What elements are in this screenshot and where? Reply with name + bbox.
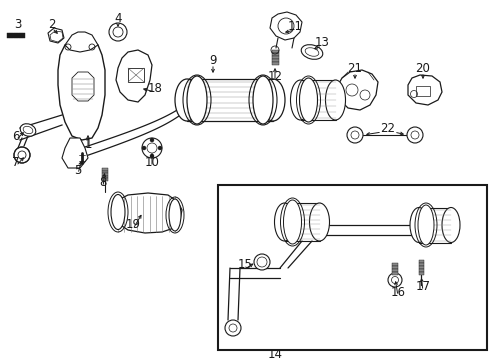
Text: 11: 11: [288, 19, 302, 32]
Ellipse shape: [175, 79, 199, 121]
Bar: [272, 56, 279, 59]
Bar: [272, 62, 279, 65]
Text: 14: 14: [268, 347, 283, 360]
Polygon shape: [116, 50, 152, 102]
Ellipse shape: [187, 76, 207, 124]
Bar: [392, 266, 398, 269]
Text: 19: 19: [125, 219, 141, 231]
Ellipse shape: [442, 207, 460, 243]
Text: 15: 15: [238, 258, 252, 271]
Circle shape: [407, 127, 423, 143]
Ellipse shape: [325, 80, 345, 120]
Text: 20: 20: [416, 62, 430, 75]
Bar: [272, 53, 279, 56]
Circle shape: [14, 147, 30, 163]
Bar: [12, 33, 15, 38]
Bar: [187, 79, 273, 121]
Text: 18: 18: [147, 81, 163, 94]
Text: 9: 9: [209, 54, 217, 67]
Bar: [7, 33, 9, 38]
Bar: [9, 33, 12, 38]
Ellipse shape: [253, 76, 273, 124]
Text: 1: 1: [84, 138, 92, 150]
Bar: [419, 207, 451, 243]
Polygon shape: [65, 32, 98, 52]
Ellipse shape: [274, 203, 294, 241]
Bar: [17, 33, 20, 38]
Ellipse shape: [301, 45, 323, 59]
Text: 6: 6: [12, 130, 20, 143]
Bar: [285, 203, 319, 241]
Text: 5: 5: [74, 163, 82, 176]
Bar: [392, 272, 398, 275]
Ellipse shape: [261, 79, 285, 121]
Bar: [272, 59, 279, 62]
Bar: [416, 86, 430, 96]
Text: 17: 17: [416, 280, 431, 293]
Polygon shape: [58, 40, 105, 140]
Circle shape: [142, 138, 162, 158]
Ellipse shape: [310, 203, 329, 241]
Bar: [20, 33, 22, 38]
Ellipse shape: [291, 80, 311, 120]
Ellipse shape: [418, 205, 434, 245]
Bar: [218, 185, 487, 350]
Circle shape: [142, 146, 146, 150]
Bar: [22, 33, 25, 38]
Polygon shape: [112, 193, 182, 233]
Polygon shape: [270, 12, 302, 40]
Bar: [102, 175, 108, 178]
Circle shape: [388, 273, 402, 287]
Ellipse shape: [111, 194, 125, 230]
Text: 7: 7: [12, 156, 20, 168]
Text: 4: 4: [114, 12, 122, 24]
Text: 12: 12: [268, 71, 283, 84]
Circle shape: [254, 254, 270, 270]
Polygon shape: [337, 70, 378, 110]
Bar: [102, 168, 108, 171]
Ellipse shape: [410, 207, 428, 243]
Bar: [419, 263, 424, 266]
Bar: [419, 269, 424, 272]
Text: 8: 8: [99, 176, 107, 189]
Bar: [392, 263, 398, 266]
Text: 2: 2: [48, 18, 56, 31]
Text: 16: 16: [391, 285, 406, 298]
Circle shape: [347, 127, 363, 143]
Circle shape: [150, 154, 154, 158]
Text: 21: 21: [347, 62, 363, 75]
Text: 22: 22: [381, 122, 395, 135]
Bar: [300, 80, 336, 120]
Bar: [419, 266, 424, 269]
Ellipse shape: [20, 124, 36, 136]
Circle shape: [158, 146, 162, 150]
Bar: [15, 33, 17, 38]
Text: 10: 10: [145, 157, 159, 170]
Ellipse shape: [169, 199, 181, 231]
Bar: [419, 260, 424, 263]
Bar: [392, 269, 398, 272]
Ellipse shape: [284, 200, 301, 244]
Bar: [272, 50, 279, 53]
Bar: [102, 178, 108, 180]
Ellipse shape: [299, 78, 318, 122]
Text: 13: 13: [315, 36, 329, 49]
Bar: [102, 173, 108, 175]
Text: 3: 3: [14, 18, 22, 31]
Bar: [128, 68, 144, 82]
Bar: [419, 272, 424, 275]
Circle shape: [225, 320, 241, 336]
Polygon shape: [62, 138, 88, 168]
Polygon shape: [408, 75, 442, 105]
Circle shape: [150, 138, 154, 142]
Bar: [102, 171, 108, 173]
